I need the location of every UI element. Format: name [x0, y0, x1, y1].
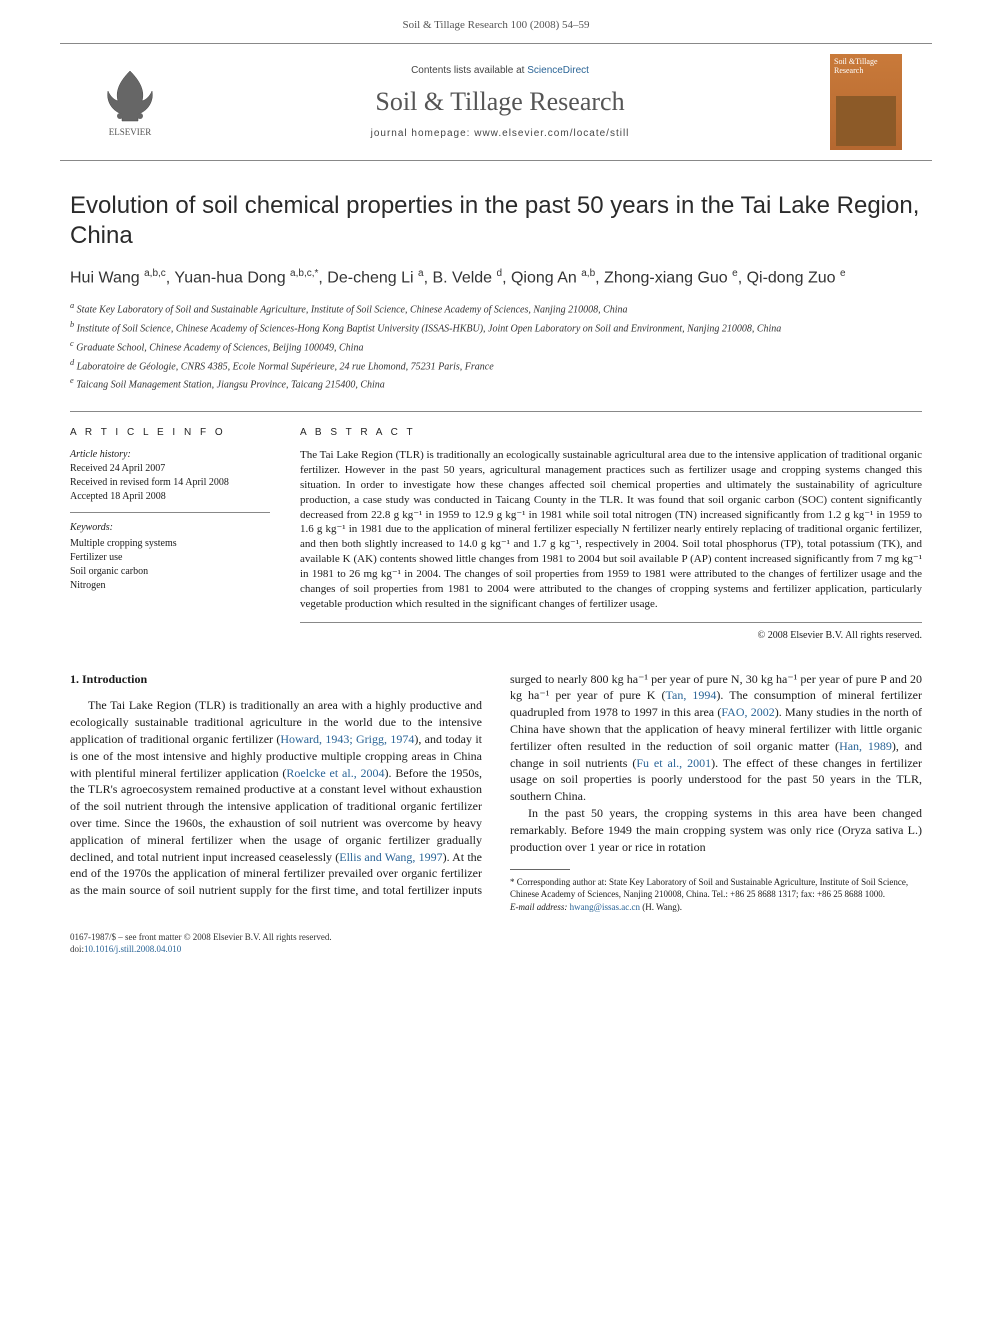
section-heading-intro: 1. Introduction — [70, 671, 482, 688]
article-title: Evolution of soil chemical properties in… — [70, 191, 922, 251]
affiliation-line: e Taicang Soil Management Station, Jiang… — [70, 375, 922, 393]
abstract-column: A B S T R A C T The Tai Lake Region (TLR… — [300, 426, 922, 642]
keyword: Nitrogen — [70, 579, 270, 593]
citation-link[interactable]: Tan, 1994 — [666, 688, 717, 702]
elsevier-logo: ELSEVIER — [90, 66, 170, 139]
masthead-center: Contents lists available at ScienceDirec… — [170, 64, 830, 140]
intro-paragraph-2: In the past 50 years, the cropping syste… — [510, 805, 922, 855]
journal-homepage-line: journal homepage: www.elsevier.com/locat… — [170, 127, 830, 141]
cover-title: Soil &Tillage Research — [834, 58, 898, 76]
abstract-heading: A B S T R A C T — [300, 426, 922, 440]
history-line: Received 24 April 2007 — [70, 462, 270, 476]
article-history-block: Article history: Received 24 April 2007 … — [70, 448, 270, 513]
citation-link[interactable]: Roelcke et al., 2004 — [286, 766, 384, 780]
footnote-separator — [510, 869, 570, 870]
abstract-text: The Tai Lake Region (TLR) is traditional… — [300, 448, 922, 622]
elsevier-tree-icon — [100, 66, 160, 126]
keywords-label: Keywords: — [70, 521, 270, 535]
email-line: E-mail address: hwang@issas.ac.cn (H. Wa… — [510, 901, 922, 913]
front-matter-line: 0167-1987/$ – see front matter © 2008 El… — [70, 931, 332, 944]
journal-name: Soil & Tillage Research — [170, 84, 830, 120]
affiliation-line: b Institute of Soil Science, Chinese Aca… — [70, 319, 922, 337]
footnotes: * Corresponding author at: State Key Lab… — [510, 876, 922, 912]
abstract-copyright: © 2008 Elsevier B.V. All rights reserved… — [300, 629, 922, 643]
citation-link[interactable]: Han, 1989 — [839, 739, 892, 753]
footer-left: 0167-1987/$ – see front matter © 2008 El… — [70, 931, 332, 956]
keywords-block: Keywords: Multiple cropping systems Fert… — [70, 521, 270, 593]
article-info-heading: A R T I C L E I N F O — [70, 426, 270, 440]
history-line: Accepted 18 April 2008 — [70, 490, 270, 504]
body-columns: 1. Introduction The Tai Lake Region (TLR… — [70, 671, 922, 913]
citation-link[interactable]: Ellis and Wang, 1997 — [339, 850, 442, 864]
doi-line: doi:10.1016/j.still.2008.04.010 — [70, 943, 332, 956]
history-line: Received in revised form 14 April 2008 — [70, 476, 270, 490]
citation-link[interactable]: Howard, 1943; Grigg, 1974 — [280, 732, 414, 746]
publisher-name: ELSEVIER — [109, 126, 152, 139]
journal-masthead: ELSEVIER Contents lists available at Sci… — [60, 43, 932, 161]
sciencedirect-link[interactable]: ScienceDirect — [527, 65, 589, 76]
doi-link[interactable]: 10.1016/j.still.2008.04.010 — [84, 944, 181, 954]
page-footer: 0167-1987/$ – see front matter © 2008 El… — [0, 931, 992, 976]
citation-link[interactable]: FAO, 2002 — [721, 705, 774, 719]
keyword: Fertilizer use — [70, 551, 270, 565]
affiliations: a State Key Laboratory of Soil and Susta… — [70, 300, 922, 393]
affiliation-line: a State Key Laboratory of Soil and Susta… — [70, 300, 922, 318]
citation-text: Soil & Tillage Research 100 (2008) 54–59 — [403, 19, 590, 31]
history-label: Article history: — [70, 448, 270, 462]
journal-cover-thumbnail: Soil &Tillage Research — [830, 54, 902, 150]
citation-link[interactable]: Fu et al., 2001 — [636, 756, 711, 770]
cover-image-placeholder — [836, 96, 896, 146]
affiliation-line: c Graduate School, Chinese Academy of Sc… — [70, 338, 922, 356]
affiliation-line: d Laboratoire de Géologie, CNRS 4385, Ec… — [70, 357, 922, 375]
email-link[interactable]: hwang@issas.ac.cn — [570, 902, 640, 912]
keyword: Multiple cropping systems — [70, 537, 270, 551]
author-list: Hui Wang a,b,c, Yuan-hua Dong a,b,c,*, D… — [70, 267, 922, 290]
contents-available-line: Contents lists available at ScienceDirec… — [170, 64, 830, 78]
running-header: Soil & Tillage Research 100 (2008) 54–59 — [0, 0, 992, 43]
article-info-column: A R T I C L E I N F O Article history: R… — [70, 426, 270, 642]
corresponding-author-note: * Corresponding author at: State Key Lab… — [510, 876, 922, 900]
homepage-url: www.elsevier.com/locate/still — [474, 128, 629, 139]
keyword: Soil organic carbon — [70, 565, 270, 579]
